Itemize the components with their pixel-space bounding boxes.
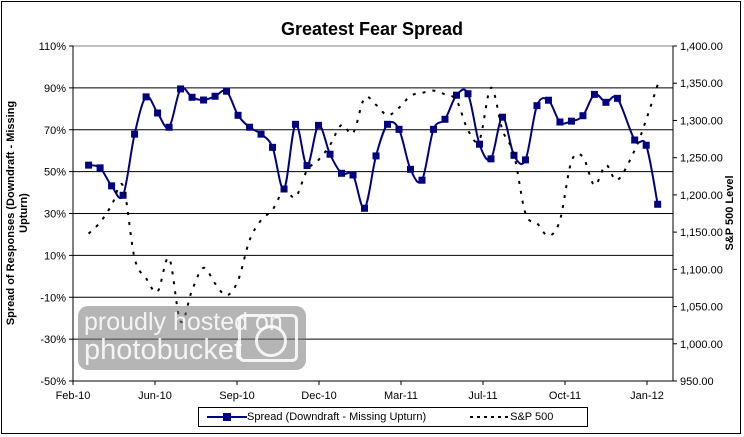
spread-point [326,150,334,158]
y-tick-label: -10% [40,292,66,304]
spread-point [429,125,437,133]
x-tick-label: Jun-10 [138,390,172,402]
legend-label-spread: Spread (Downdraft - Missing Upturn) [247,411,427,423]
spread-point [338,169,346,177]
spread-point [441,115,449,123]
spread-point [303,162,311,170]
photobucket-watermark: proudly hosted on photobucket [78,306,306,370]
spread-point [96,164,104,172]
spread-point [487,155,495,163]
spread-point [280,185,288,193]
y2-axis-label: S&P 500 Level [724,175,736,250]
y2-tick-label: 1,100.00 [680,264,723,276]
legend-item-spread: Spread (Downdraft - Missing Upturn) [207,411,426,423]
x-tick-label: Feb-10 [56,390,91,402]
spread-point [567,117,575,125]
y2-tick-label: 1,400.00 [680,41,723,53]
spread-point [85,161,93,169]
x-tick-label: Jan-12 [630,390,664,402]
spread-point [131,130,139,138]
legend-swatch-spread [207,413,247,421]
spread-point [119,191,127,199]
y-tick-label: 30% [44,209,66,221]
x-tick-label: Sep-10 [219,390,254,402]
spread-point [521,156,529,164]
spread-point [452,91,460,99]
legend-swatch-sp500 [470,416,511,418]
spread-point [613,94,621,102]
legend-label-sp500: S&P 500 [510,411,554,423]
spread-point [154,109,162,117]
y2-tick-label: 1,050.00 [680,302,723,314]
y-tick-label: 110% [39,41,67,53]
spread-point [246,123,254,131]
x-tick-label: Oct-11 [549,390,581,402]
y2-tick-label: 1,200.00 [680,190,723,202]
spread-point [349,171,357,179]
y-axis-label: Spread of Responses (Downdraft - Missing… [5,101,30,325]
spread-line [88,86,659,210]
spread-point [642,141,650,149]
y-tick-label: -30% [40,334,66,346]
spread-point [464,90,472,98]
spread-point [384,120,392,128]
x-tick-label: Jul-11 [468,390,497,402]
y2-tick-label: 1,250.00 [680,153,723,165]
spread-point [418,176,426,184]
spread-point [544,96,552,104]
legend-item-sp500: S&P 500 [470,411,553,423]
spread-point [475,140,483,148]
spread-point [579,112,587,120]
y2-tick-label: 1,350.00 [680,78,723,90]
watermark-line2: photobucket [84,334,243,366]
y2-tick-label: 950.00 [680,376,714,388]
legend: Spread (Downdraft - Missing Upturn) S&P … [198,407,588,427]
y2-tick-label: 1,150.00 [680,227,723,239]
y-tick-label: 10% [44,250,66,262]
spread-point [407,165,415,173]
y-tick-label: 70% [44,125,66,137]
spread-point [498,113,506,121]
spread-point [372,152,380,160]
spread-point [177,85,185,93]
spread-point [211,92,219,100]
spread-point [223,87,231,95]
x-tick-label: Mar-11 [384,390,418,402]
y-axis-label-line: Upturn) [18,193,30,233]
chart-title: Greatest Fear Spread [280,19,464,39]
y2-tick-label: 1,000.00 [680,339,723,351]
spread-point [631,136,639,144]
spread-point [556,118,564,126]
spread-point [395,125,403,133]
y-tick-label: 90% [44,83,66,95]
spread-point [200,96,208,104]
spread-point [590,90,598,98]
y-axis-label-line: Spread of Responses (Downdraft - Missing [5,101,17,325]
spread-point [269,143,277,151]
camera-icon [238,314,298,362]
x-tick-label: Dec-10 [301,390,336,402]
y-tick-label: 50% [44,167,66,179]
spread-point [602,98,610,106]
spread-point [361,204,369,212]
spread-point [165,123,173,131]
y-tick-label: -50% [40,376,66,388]
spread-point [654,200,662,208]
spread-point [510,151,518,159]
spread-point [257,130,265,138]
spread-point [533,102,541,110]
y2-tick-label: 1,300.00 [680,115,723,127]
spread-point [292,120,300,128]
watermark-line1: proudly hosted on [84,308,283,336]
spread-point [234,111,242,119]
spread-point [108,182,116,190]
spread-point [315,121,323,129]
spread-point [188,93,196,101]
spread-point [142,93,150,101]
